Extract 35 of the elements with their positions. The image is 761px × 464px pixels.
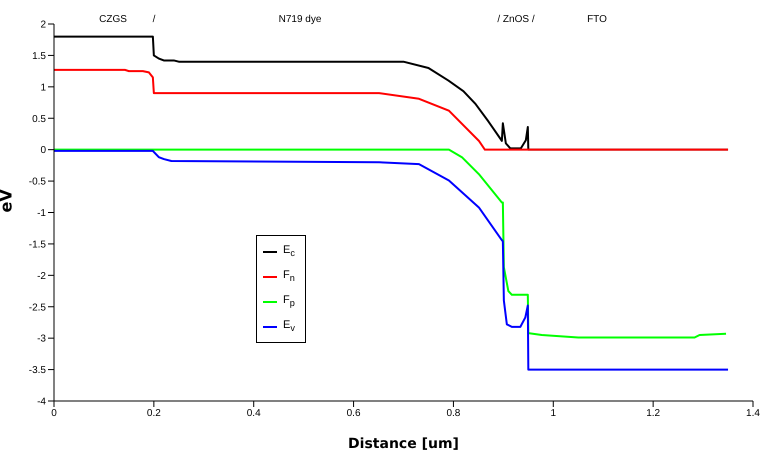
annotation: /	[152, 14, 156, 25]
y-tick-label: 1	[40, 82, 46, 94]
annotation: / ZnOS /	[497, 14, 535, 25]
legend-label: E$_{c}$	[283, 244, 295, 259]
line-series	[54, 148, 728, 339]
x-tick-label: 0.8	[446, 408, 461, 420]
annotation: N719 dye	[278, 14, 322, 25]
legend-label: F$_{n}$	[283, 269, 295, 284]
y-tick-label: -3.5	[28, 365, 46, 376]
x-tick-label: 0	[51, 408, 58, 420]
y-tick-label: 2	[40, 20, 46, 31]
legend-label: E$_{v}$	[283, 319, 295, 334]
y-tick-label: 1.5	[32, 50, 46, 62]
x-tick-label: 0.4	[246, 408, 262, 420]
y-axis-title: eV	[0, 188, 16, 212]
y-tick-label: -0.5	[28, 176, 46, 188]
y-tick-label: -4	[37, 396, 46, 408]
line-series	[54, 68, 730, 151]
y-tick-label: -3	[37, 334, 46, 345]
x-tick-label: 0.2	[146, 408, 162, 420]
x-tick-label: 1.2	[646, 408, 661, 420]
y-tick-label: -2.5	[28, 302, 46, 314]
annotation: CZGS	[99, 14, 128, 25]
x-tick-label: 1	[550, 408, 557, 420]
y-tick-label: -2	[37, 270, 46, 282]
y-tick-label: -1	[37, 208, 46, 220]
annotation: FTO	[587, 14, 608, 25]
x-tick-label: 0.6	[346, 408, 361, 420]
y-tick-label: 0	[40, 145, 46, 156]
line-series	[54, 150, 730, 371]
x-tick-label: 1.4	[746, 408, 760, 420]
y-tick-label: 0.5	[32, 114, 46, 125]
x-axis-title: Distance [um]	[348, 436, 459, 452]
y-tick-label: -1.5	[28, 239, 46, 250]
legend-label: F$_{p}$	[283, 294, 295, 309]
